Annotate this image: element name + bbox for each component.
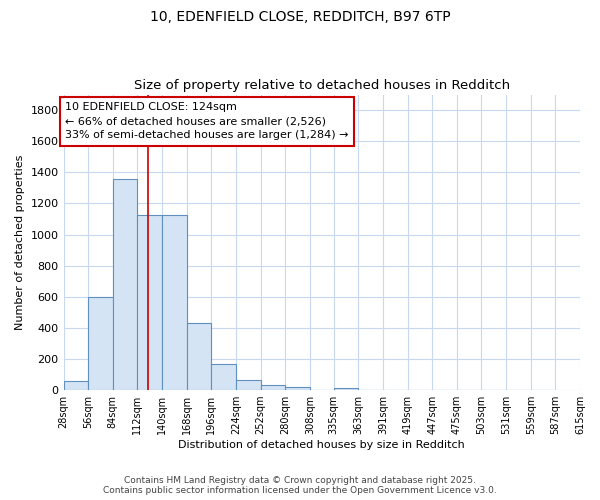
Title: Size of property relative to detached houses in Redditch: Size of property relative to detached ho… (134, 79, 510, 92)
Bar (162, 215, 187, 390)
Bar (260, 384, 285, 390)
Bar (88, 297, 113, 390)
Bar (334, 388, 358, 390)
Bar (187, 323, 211, 390)
Y-axis label: Number of detached properties: Number of detached properties (15, 154, 25, 330)
Text: 10, EDENFIELD CLOSE, REDDITCH, B97 6TP: 10, EDENFIELD CLOSE, REDDITCH, B97 6TP (149, 10, 451, 24)
Bar (236, 380, 260, 390)
Bar (64, 381, 88, 390)
Bar (285, 387, 310, 390)
Text: Contains HM Land Registry data © Crown copyright and database right 2025.
Contai: Contains HM Land Registry data © Crown c… (103, 476, 497, 495)
X-axis label: Distribution of detached houses by size in Redditch: Distribution of detached houses by size … (178, 440, 465, 450)
Text: 10 EDENFIELD CLOSE: 124sqm
← 66% of detached houses are smaller (2,526)
33% of s: 10 EDENFIELD CLOSE: 124sqm ← 66% of deta… (65, 102, 349, 141)
Bar (137, 215, 162, 390)
Bar (113, 178, 137, 390)
Bar (211, 364, 236, 390)
